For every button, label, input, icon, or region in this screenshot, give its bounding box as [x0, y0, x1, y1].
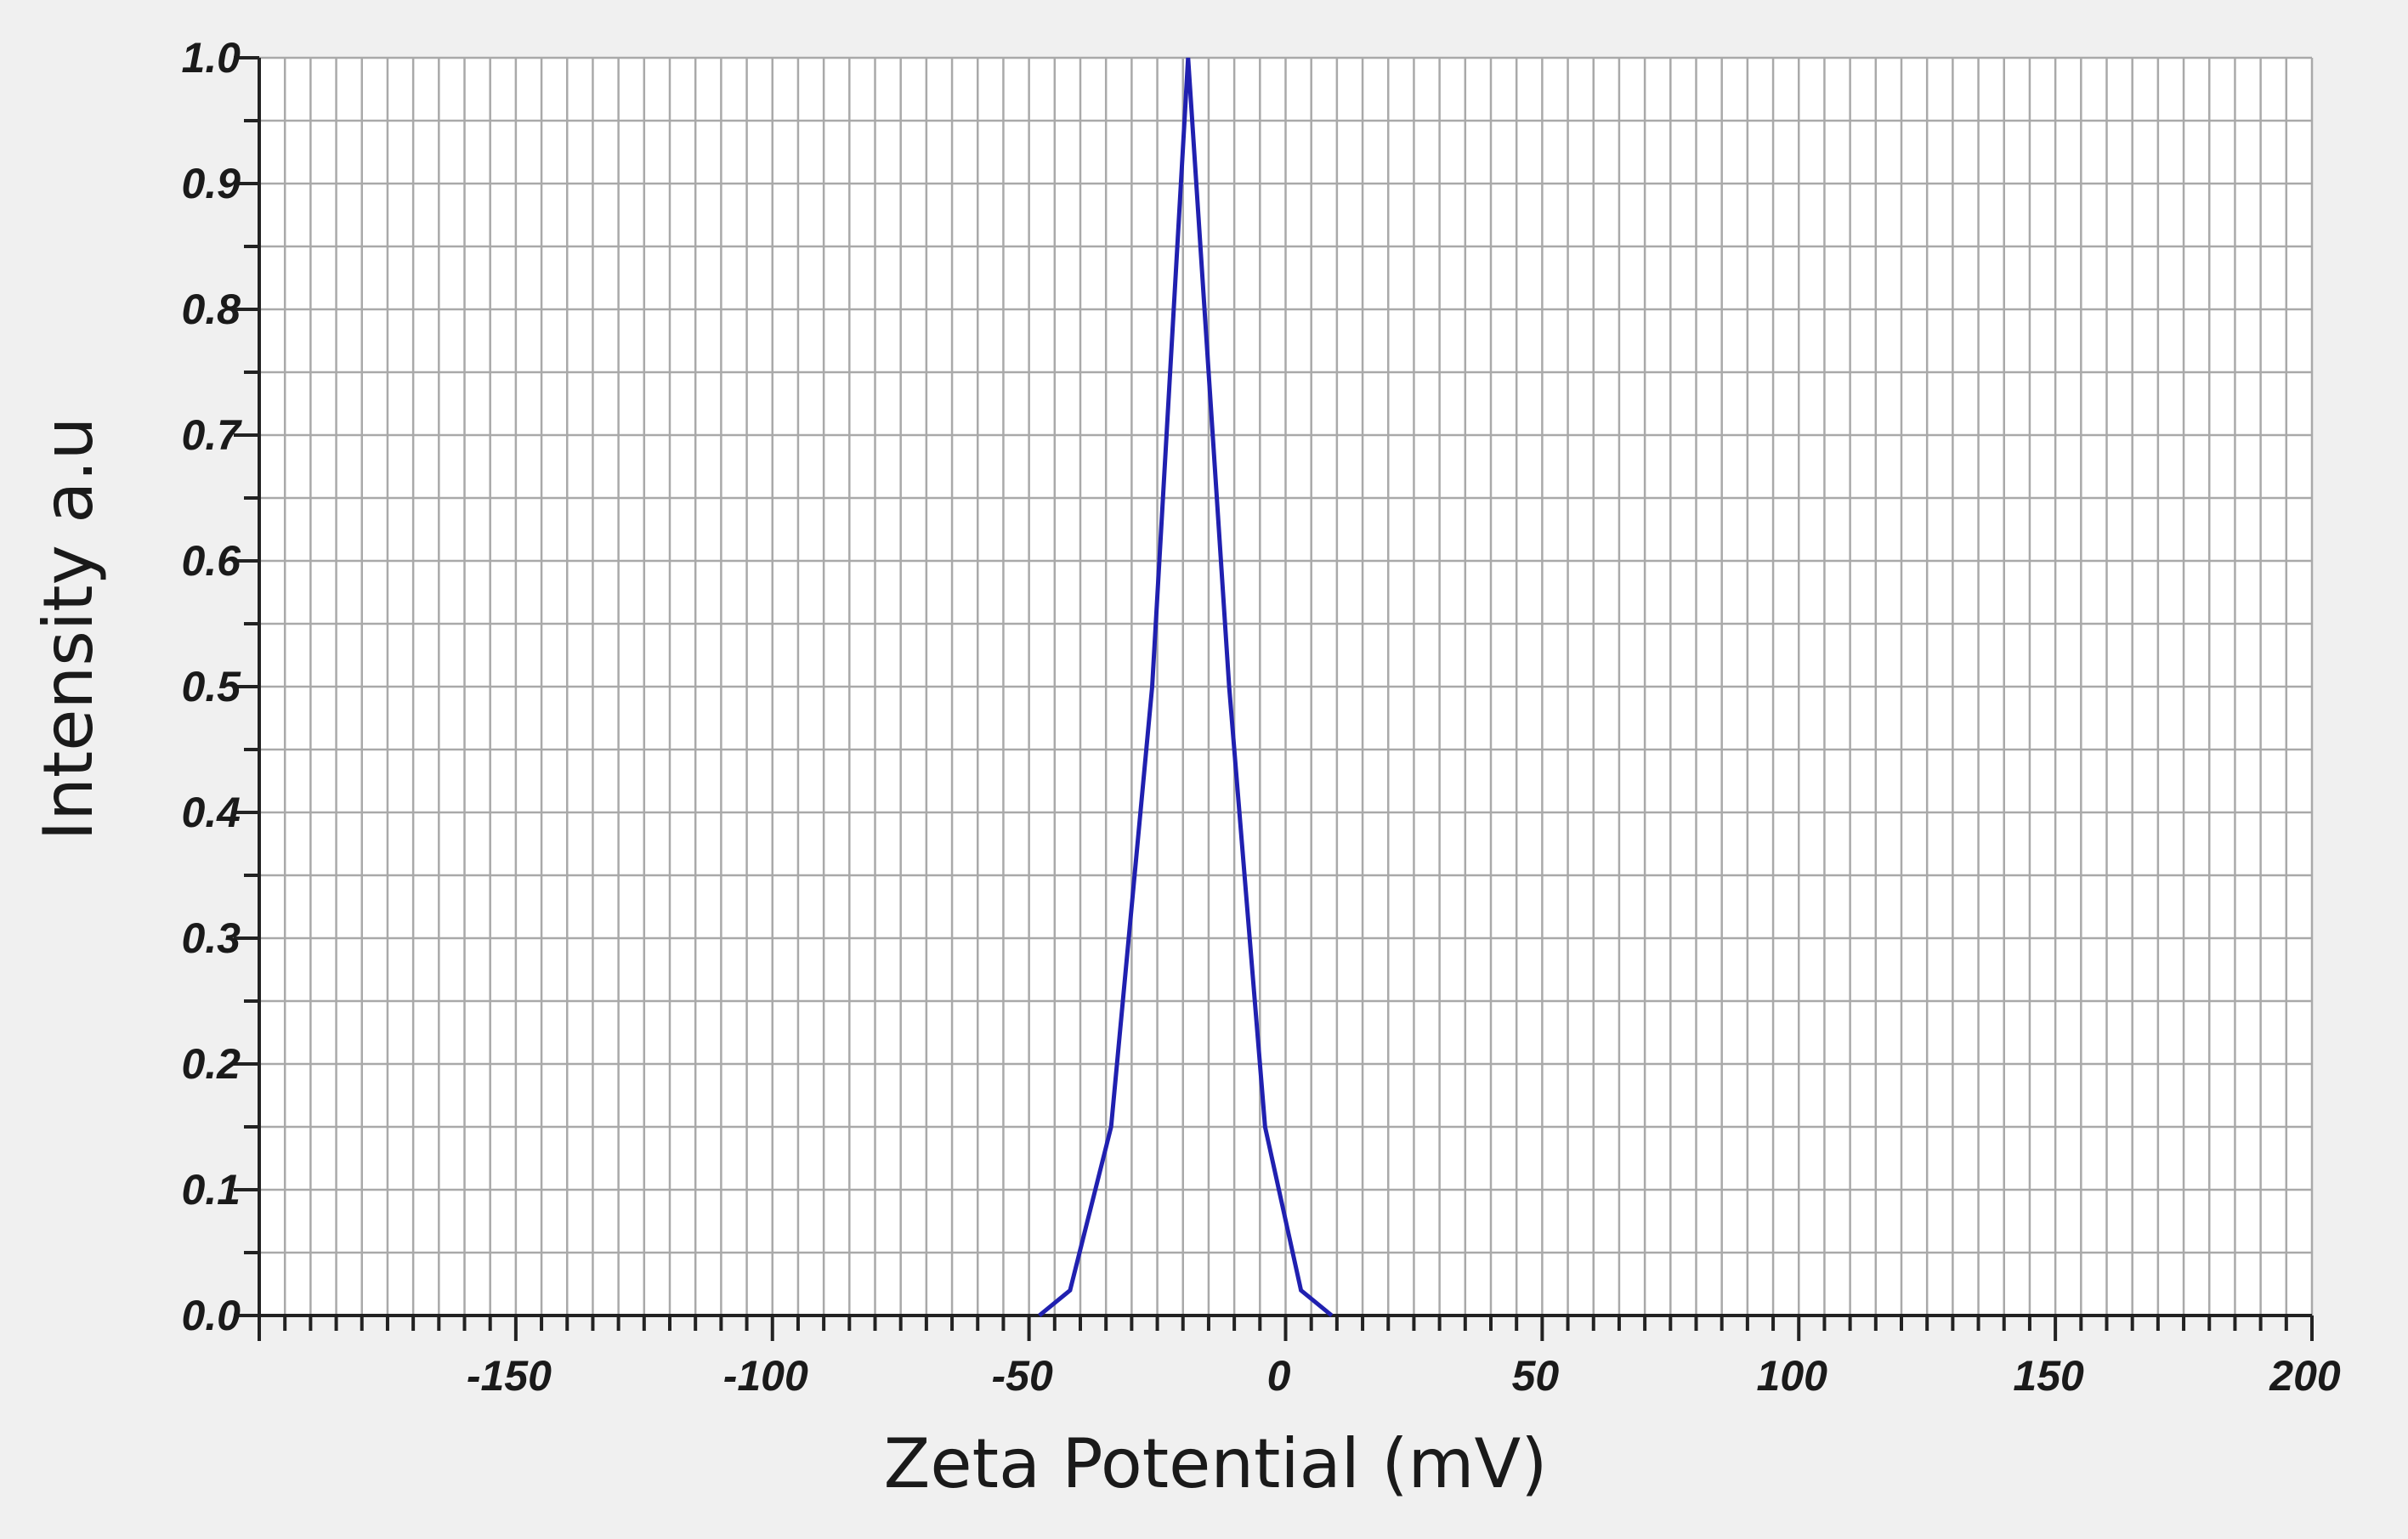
series-group	[1038, 57, 1334, 1317]
y-axis-title: Intensity a.u	[29, 417, 108, 841]
x-tick-label: -100	[723, 1352, 808, 1400]
y-tick-label: 0.4	[181, 789, 241, 836]
y-tick-labels: 0.0 0.1 0.2 0.3 0.4 0.5 0.6 0.7 0.8 0.9 1.0	[181, 34, 242, 1339]
x-tick-label: 100	[1757, 1352, 1828, 1400]
series-line	[1038, 57, 1334, 1317]
y-tick-label: 0.3	[181, 914, 241, 962]
minor-ticks	[234, 56, 2314, 1341]
y-tick-label: 0.7	[181, 411, 242, 459]
x-tick-label: 50	[1512, 1352, 1560, 1400]
x-axis-title: Zeta Potential (mV)	[884, 1424, 1548, 1503]
y-tick-label: 0.1	[181, 1166, 241, 1214]
x-tick-label: 200	[2269, 1352, 2341, 1400]
y-tick-label: 0.8	[181, 286, 241, 333]
y-tick-label: 0.0	[181, 1292, 241, 1339]
x-tick-label: 150	[2013, 1352, 2084, 1400]
y-tick-label: 1.0	[181, 34, 241, 82]
x-tick-label: 0	[1267, 1352, 1291, 1400]
x-tick-label: -50	[991, 1352, 1052, 1400]
y-tick-label: 0.5	[181, 663, 241, 710]
x-tick-label: -150	[467, 1352, 552, 1400]
grid	[258, 56, 2314, 1317]
y-tick-label: 0.9	[181, 160, 241, 207]
y-tick-label: 0.2	[181, 1040, 241, 1088]
x-tick-labels: -150 -100 -50 0 50 100 150 200	[467, 1352, 2341, 1400]
y-tick-label: 0.6	[181, 537, 241, 585]
